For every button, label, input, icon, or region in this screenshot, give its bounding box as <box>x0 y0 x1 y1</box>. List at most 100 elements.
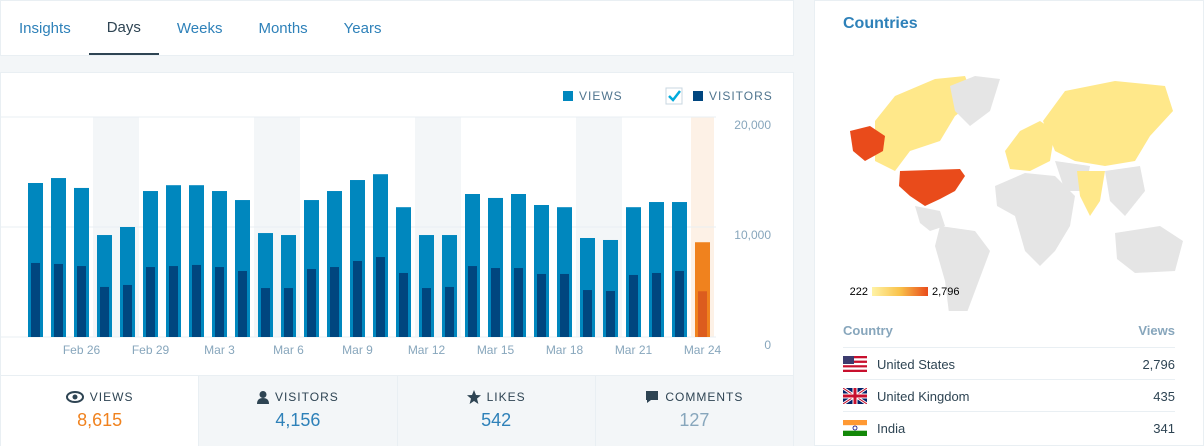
visitors-bar[interactable] <box>675 271 684 337</box>
flag-uk <box>843 388 867 404</box>
stat-tab[interactable]: LIKES 542 <box>396 376 595 446</box>
canada <box>875 76 975 171</box>
country-name: United Kingdom <box>877 388 970 404</box>
y-tick-label: 0 <box>764 338 771 352</box>
stat-value: 4,156 <box>275 410 321 430</box>
visitors-bar[interactable] <box>353 260 362 337</box>
visitors-bar[interactable] <box>537 273 546 337</box>
tab[interactable]: Years <box>343 20 382 37</box>
tab[interactable]: Weeks <box>176 20 223 37</box>
x-tick-label: Mar 24 <box>684 343 722 357</box>
x-tick-label: Mar 15 <box>477 343 515 357</box>
period-tabs: Insights Days Weeks Months Years <box>0 0 794 56</box>
visitors-bar[interactable] <box>123 284 132 337</box>
comment-icon <box>646 391 659 403</box>
legend-label: VIEWS <box>579 89 623 103</box>
visitors-bar[interactable] <box>100 286 109 337</box>
column-header: Country <box>843 323 893 338</box>
visitors-bar[interactable] <box>514 268 523 337</box>
stat-value: 127 <box>679 410 710 430</box>
visitors-bar[interactable] <box>215 267 224 337</box>
legend-swatch <box>563 91 573 101</box>
southeast-asia <box>1105 166 1145 216</box>
x-tick-label: Feb 29 <box>132 343 170 357</box>
country-views: 435 <box>1153 388 1175 404</box>
chart-panel: 0 10,000 20,000 Feb 26 Feb 29 Mar 3 Mar 6 Mar 9… <box>0 72 794 446</box>
russia-asia <box>1043 81 1173 166</box>
visitors-bar[interactable] <box>468 266 477 337</box>
tab[interactable]: Months <box>258 20 308 37</box>
flag-india <box>843 420 867 436</box>
south-america <box>935 226 990 311</box>
country-row: United States 2,796 <box>843 347 1175 380</box>
stat-tab[interactable]: VIEWS 8,615 <box>1 376 199 446</box>
flag-us <box>843 356 867 372</box>
visitors-bar[interactable] <box>698 291 707 337</box>
stat-label: COMMENTS <box>665 390 744 404</box>
star-icon <box>466 390 481 404</box>
visitors-bar[interactable] <box>330 267 339 337</box>
checkmark <box>668 90 681 102</box>
panel-title: Countries <box>843 15 918 32</box>
visitors-bar[interactable] <box>560 273 569 337</box>
visitors-bar[interactable] <box>606 291 615 337</box>
visitors-bar[interactable] <box>652 272 661 337</box>
visitors-bar[interactable] <box>422 288 431 337</box>
africa <box>995 173 1075 266</box>
greenland <box>950 76 1000 126</box>
chart: 0 10,000 20,000 Feb 26 Feb 29 Mar 3 Mar 6 Mar 9… <box>1 87 773 357</box>
visitors-bar[interactable] <box>169 266 178 337</box>
color-scale <box>872 287 928 296</box>
visitors-bar[interactable] <box>284 288 293 337</box>
y-tick-label: 10,000 <box>734 228 771 242</box>
x-tick-label: Mar 18 <box>546 343 584 357</box>
x-tick-label: Mar 21 <box>615 343 653 357</box>
stat-tab[interactable]: COMMENTS 127 <box>594 376 793 446</box>
legend-swatch <box>693 91 703 101</box>
visitors-bar[interactable] <box>261 288 270 337</box>
visitors-bar[interactable] <box>629 274 638 337</box>
legend-checkbox[interactable] <box>665 87 683 105</box>
table-header: Country Views <box>843 323 1175 338</box>
stat-label: LIKES <box>486 390 526 404</box>
australia <box>1115 226 1183 273</box>
tab[interactable]: Days <box>88 1 159 55</box>
central-america <box>915 206 945 231</box>
world-map: 222 2,796 <box>850 76 1183 311</box>
visitors-bar[interactable] <box>238 271 247 337</box>
visitors-bar[interactable] <box>445 286 454 337</box>
country-row: India 341 <box>843 411 1175 444</box>
tab[interactable]: Insights <box>19 20 71 37</box>
legend-label: VISITORS <box>709 89 773 103</box>
visitors-bar[interactable] <box>491 268 500 337</box>
visitors-bar[interactable] <box>54 263 63 337</box>
europe <box>1005 121 1055 171</box>
x-tick-label: Mar 12 <box>408 343 446 357</box>
visitors-bar[interactable] <box>307 269 316 337</box>
eye-icon <box>65 391 84 403</box>
stat-label: VIEWS <box>89 390 134 404</box>
visitors-bar[interactable] <box>399 272 408 337</box>
person-icon <box>256 390 269 404</box>
country-name: India <box>877 420 906 436</box>
country-row: United Kingdom 435 <box>843 379 1175 412</box>
visitors-bar[interactable] <box>192 264 201 337</box>
visitors-bar[interactable] <box>376 257 385 337</box>
visitors-bar[interactable] <box>146 267 155 337</box>
summary: VIEWS 8,615 VISITORS 4,156 LIKES 542 COM… <box>1 375 793 446</box>
alaska <box>850 126 885 161</box>
scale-max: 2,796 <box>932 286 960 298</box>
india <box>1077 171 1105 216</box>
scale-min: 222 <box>850 286 868 298</box>
visitors-bar[interactable] <box>583 290 592 337</box>
stat-value: 542 <box>481 410 512 430</box>
stat-tab[interactable]: VISITORS 4,156 <box>198 376 397 446</box>
countries-panel: 222 2,796 Countries Country Views United … <box>814 0 1204 446</box>
column-header: Views <box>1138 323 1175 338</box>
visitors-bar[interactable] <box>77 266 86 337</box>
x-tick-label: Mar 6 <box>273 343 304 357</box>
country-views: 2,796 <box>1142 356 1175 372</box>
visitors-bar[interactable] <box>31 262 40 337</box>
stat-value: 8,615 <box>77 410 123 430</box>
